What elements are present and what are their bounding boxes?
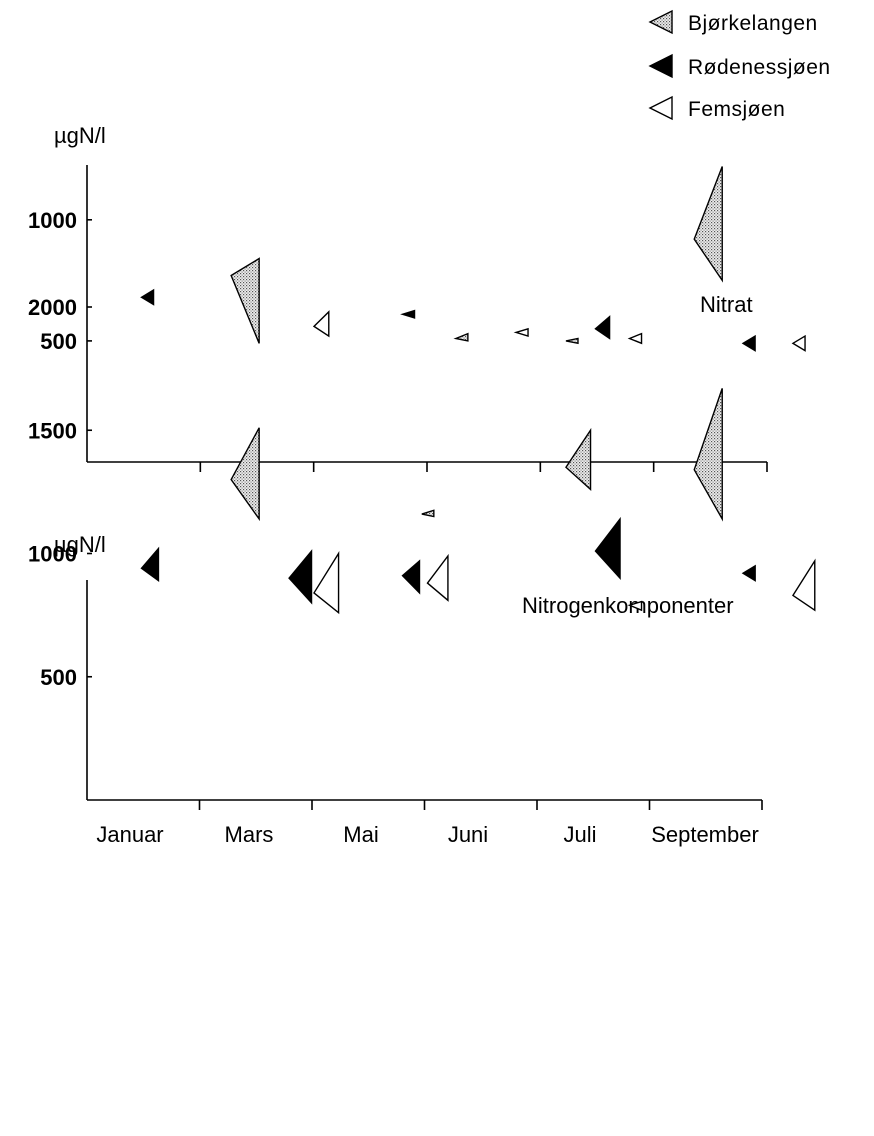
legend-marker-femsjoen [648, 95, 673, 121]
data-point-marker [312, 310, 330, 338]
legend-label-rodenessjoen: Rødenessjøen [688, 56, 831, 79]
data-point-marker [421, 509, 435, 518]
legend-label-bjorkelangen: Bjørkelangen [688, 12, 818, 35]
data-point-marker [513, 327, 529, 337]
month-label-juli: Juli [563, 822, 596, 847]
series-femsjoen [312, 310, 806, 352]
series-bjorkelangen [230, 388, 723, 522]
data-point-marker [741, 334, 756, 352]
y-tick-label: 1500 [28, 418, 77, 443]
data-point-marker [565, 337, 579, 345]
month-label-mars: Mars [225, 822, 274, 847]
month-label-januar: Januar [96, 822, 163, 847]
y-unit-label: µgN/l [54, 123, 106, 148]
data-point-marker [792, 558, 816, 612]
series-bjorkelangen [230, 166, 723, 345]
data-point-marker [288, 549, 313, 605]
data-point-marker [401, 559, 421, 595]
data-point-marker [627, 600, 643, 612]
month-label-mai: Mai [343, 822, 378, 847]
data-point-marker [627, 332, 643, 345]
data-point-marker [400, 309, 416, 319]
series-rodenessjoen [140, 288, 756, 352]
panel-title: Nitrat [700, 292, 753, 317]
data-point-marker [594, 516, 621, 580]
month-label-september: September [651, 822, 759, 847]
legend-label-femsjoen: Femsjøen [688, 98, 785, 121]
series-rodenessjoen [140, 516, 756, 605]
data-point-marker [594, 315, 611, 340]
data-point-marker [426, 553, 449, 602]
nitrat-panel: 500 1000 µgN/l Nitrat [28, 123, 806, 472]
y-tick-label: 2000 [28, 295, 77, 320]
legend-marker-bjorkelangen [648, 9, 673, 35]
y-tick-label: 1000 [28, 208, 77, 233]
y-tick-label: 1000 [28, 542, 77, 567]
data-point-marker [453, 332, 469, 342]
nitrogenkomponenter-panel: 500 1000 1500 2000 µgN/l Nitrogenkomponenter [28, 295, 816, 810]
data-point-marker [140, 288, 155, 306]
data-point-marker [791, 334, 806, 352]
series-femsjoen [313, 551, 816, 615]
y-tick-label: 500 [40, 329, 77, 354]
data-point-marker [565, 427, 592, 491]
month-label-juni: Juni [448, 822, 488, 847]
data-point-marker [693, 166, 723, 283]
data-point-marker [230, 427, 260, 522]
y-unit-label: µgN/l [54, 532, 106, 557]
panel-title: Nitrogenkomponenter [522, 593, 734, 618]
data-point-marker [313, 551, 340, 615]
legend-marker-rodenessjoen [648, 53, 673, 79]
legend: Bjørkelangen Rødenessjøen Femsjøen [648, 9, 831, 121]
data-point-marker [741, 564, 756, 582]
data-point-marker [140, 546, 160, 582]
month-axis-labels: Januar Mars Mai Juni Juli September [96, 822, 758, 847]
data-point-marker [230, 257, 260, 344]
y-tick-label: 500 [40, 665, 77, 690]
data-point-marker [693, 388, 723, 522]
